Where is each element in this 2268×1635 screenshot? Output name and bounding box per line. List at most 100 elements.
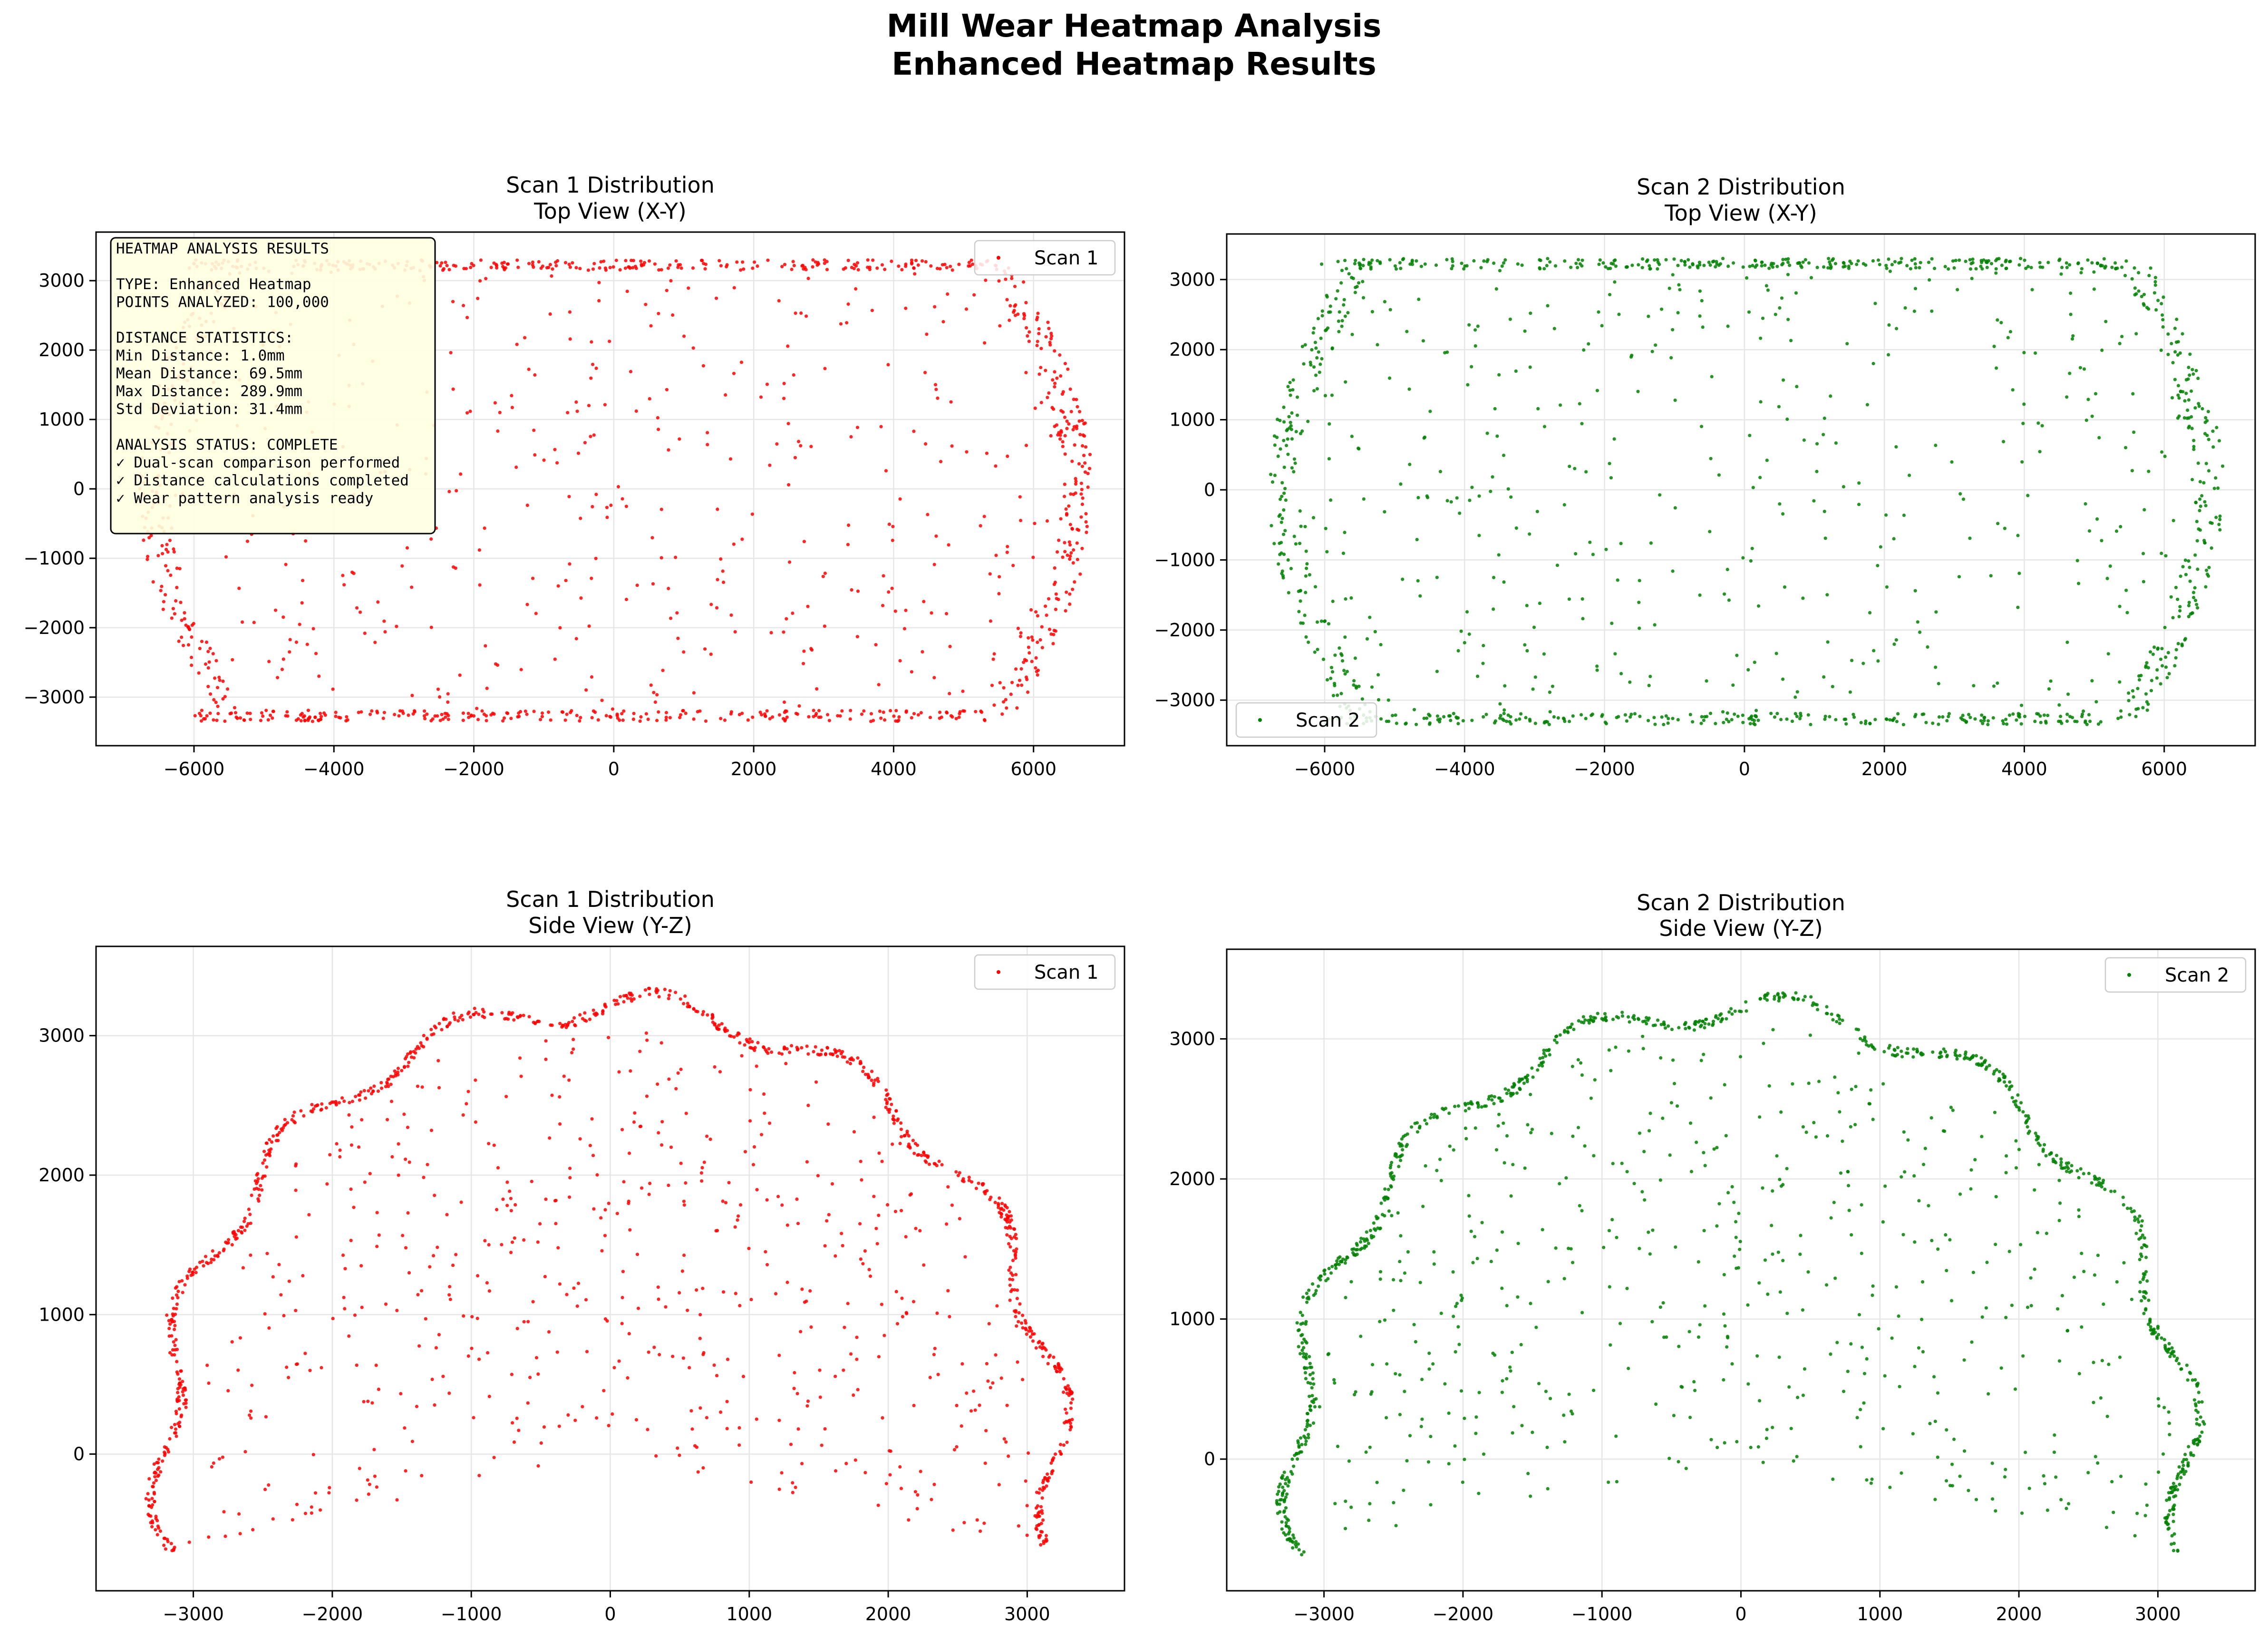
data-point [844, 1461, 848, 1465]
data-point [918, 1229, 922, 1233]
data-point [355, 1363, 359, 1367]
data-point [2209, 521, 2212, 525]
data-point [2014, 1139, 2018, 1143]
data-point [647, 1192, 651, 1197]
data-point [305, 642, 309, 646]
data-point [320, 715, 323, 719]
data-point [2163, 625, 2167, 630]
data-point [1684, 1467, 1688, 1470]
data-point [1604, 265, 1608, 269]
data-point [2086, 258, 2090, 262]
data-point [2147, 307, 2151, 311]
data-point [263, 1174, 267, 1178]
data-point [1358, 267, 1363, 271]
data-point [1038, 1345, 1042, 1349]
data-point [2088, 720, 2092, 723]
data-point [699, 1171, 703, 1175]
data-point [485, 714, 488, 718]
data-point [954, 717, 958, 720]
data-point [2106, 652, 2110, 656]
data-point [1544, 1054, 1548, 1058]
data-point [375, 1245, 379, 1248]
data-point [769, 631, 773, 634]
data-point [328, 1486, 331, 1489]
data-point [1333, 681, 1337, 685]
data-point [432, 1032, 436, 1036]
data-point [1671, 273, 1675, 277]
data-point [728, 457, 733, 461]
data-point [1884, 513, 1888, 517]
data-point [2177, 396, 2181, 400]
data-point [161, 1459, 165, 1463]
data-point [1039, 400, 1043, 405]
data-point [382, 619, 386, 623]
data-point [223, 719, 227, 723]
data-point [1343, 635, 1347, 639]
data-point [1282, 420, 1286, 424]
data-point [266, 718, 270, 722]
data-point [466, 1012, 470, 1016]
data-point [592, 1012, 596, 1016]
data-point [2029, 1304, 2033, 1308]
data-point [877, 1355, 881, 1359]
data-point [1071, 561, 1075, 565]
data-point [1449, 719, 1453, 722]
data-point [2181, 565, 2185, 569]
data-point [1051, 1459, 1055, 1462]
data-point [403, 1057, 407, 1061]
data-point [578, 719, 582, 723]
data-point [734, 1292, 737, 1295]
data-point [2035, 1231, 2039, 1235]
data-point [1958, 492, 1962, 496]
data-point [811, 258, 815, 262]
data-point [659, 1041, 663, 1045]
data-point [2054, 1475, 2058, 1479]
data-point [271, 716, 274, 720]
data-point [1865, 403, 1869, 407]
data-point [590, 675, 594, 679]
data-point [1926, 645, 1929, 649]
data-point [1735, 653, 1739, 657]
data-point [951, 1528, 955, 1532]
data-point [509, 1251, 513, 1255]
data-point [903, 1134, 907, 1138]
data-point [1871, 361, 1875, 366]
data-point [2176, 384, 2181, 388]
data-point [974, 1187, 978, 1190]
data-point [2186, 1461, 2190, 1465]
data-point [2147, 273, 2151, 278]
data-point [441, 717, 445, 721]
data-point [1553, 1038, 1557, 1042]
data-point [922, 600, 926, 603]
data-point [803, 1300, 806, 1304]
data-point [382, 710, 387, 714]
data-point [1767, 266, 1771, 270]
data-point [2118, 341, 2122, 346]
data-point [994, 464, 998, 468]
data-point [603, 1317, 607, 1321]
data-point [654, 1454, 658, 1458]
data-point [665, 388, 669, 391]
data-point [1829, 1216, 1833, 1220]
data-point [591, 1154, 595, 1158]
data-point [1913, 257, 1917, 261]
data-point [2188, 579, 2192, 583]
data-point [578, 1013, 582, 1017]
data-point [1025, 326, 1028, 330]
data-point [962, 1521, 966, 1525]
data-point [755, 1188, 759, 1192]
data-point [1563, 259, 1567, 263]
data-point [1703, 1164, 1707, 1168]
data-point [1375, 1480, 1379, 1484]
data-point [1751, 263, 1754, 268]
data-point [634, 266, 638, 270]
data-point [525, 503, 529, 507]
data-point [1068, 602, 1072, 606]
data-point [1350, 435, 1354, 438]
data-point [1781, 677, 1785, 681]
data-point [1671, 569, 1675, 573]
data-point [516, 265, 520, 269]
data-point [260, 1176, 264, 1180]
data-point [1933, 1420, 1937, 1423]
